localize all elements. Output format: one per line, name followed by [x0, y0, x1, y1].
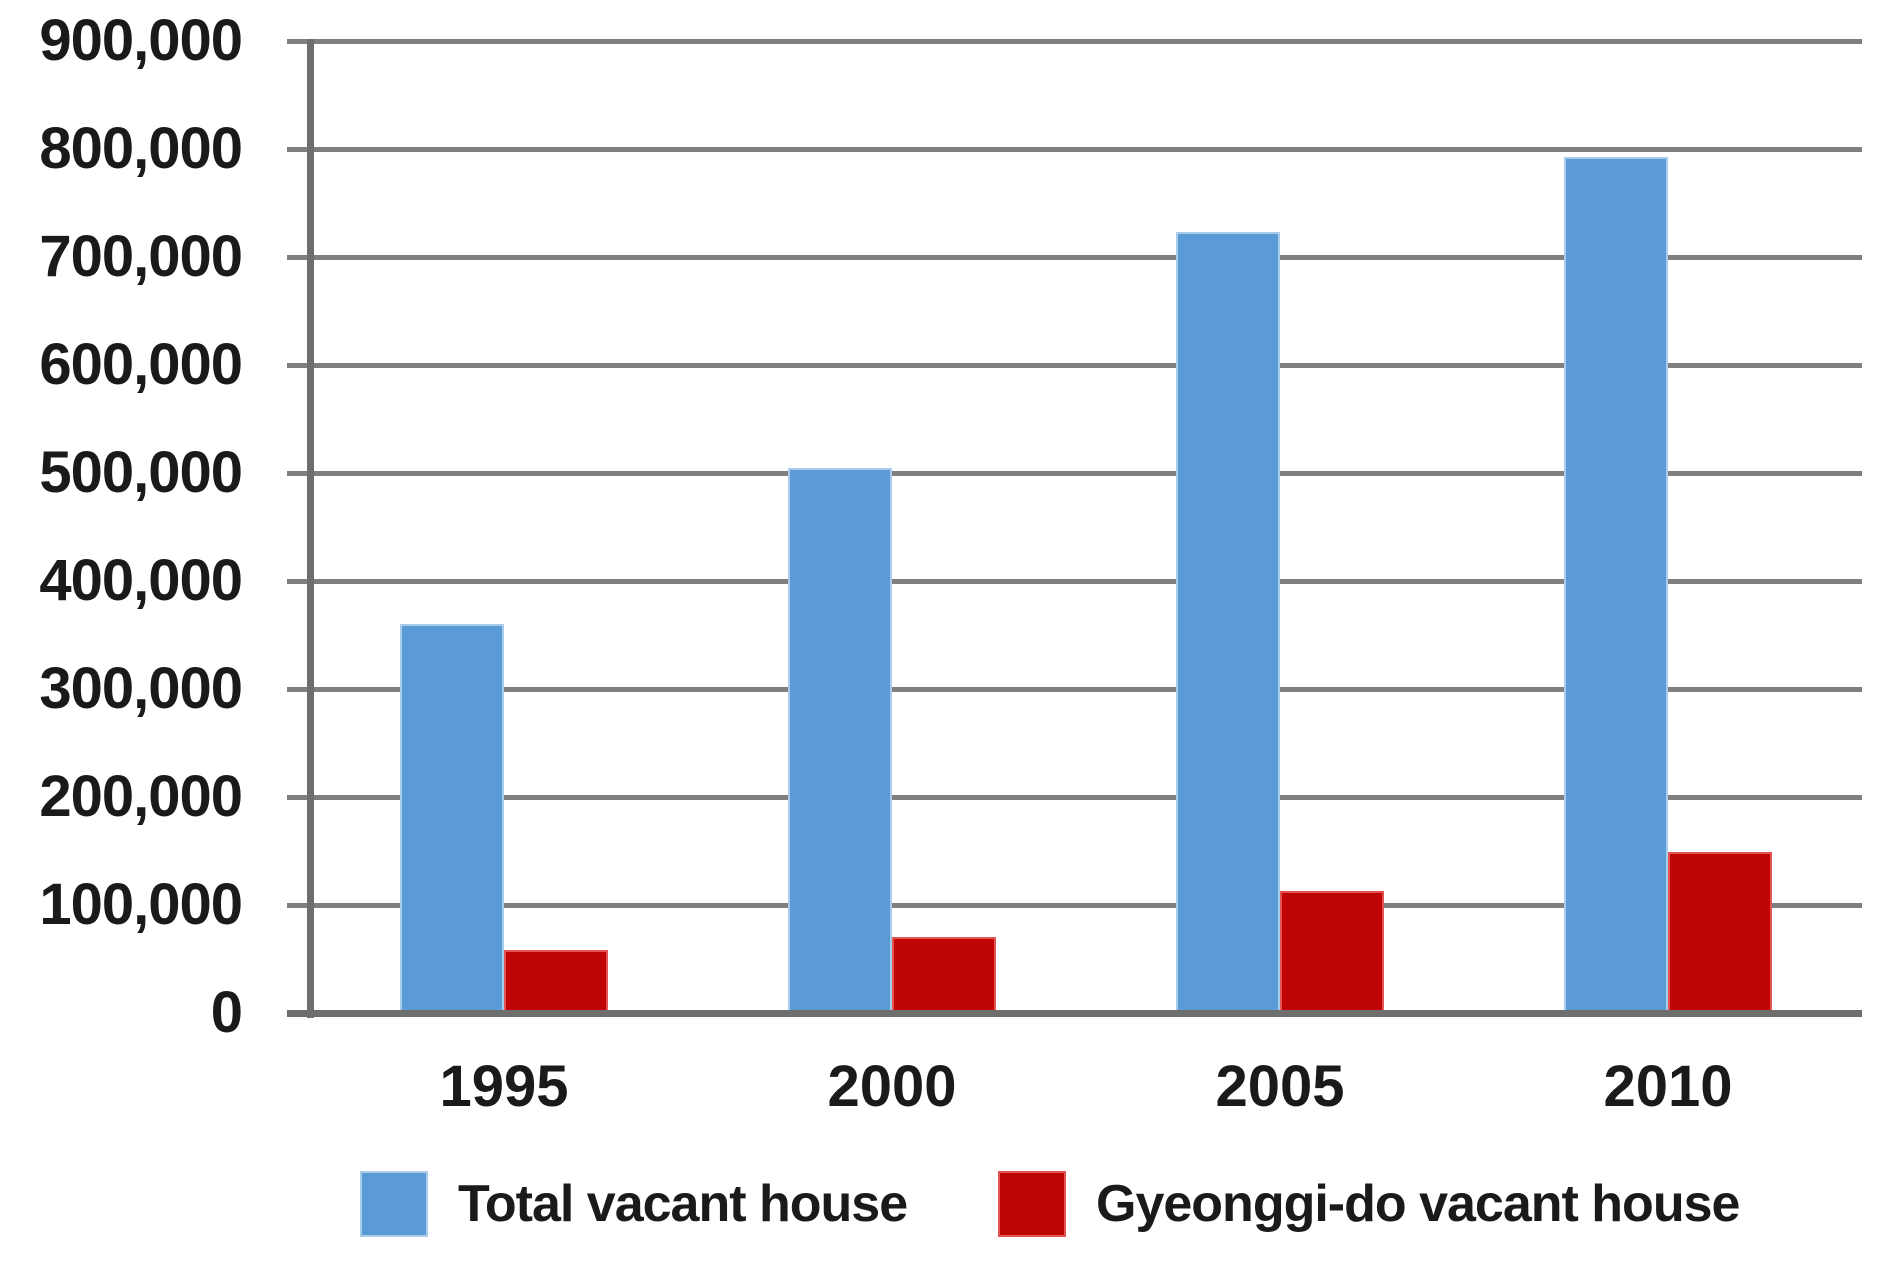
y-tick-label-300000: 300,000	[39, 656, 243, 721]
y-axis-line	[307, 39, 314, 1018]
y-tick-label-900000: 900,000	[39, 8, 243, 73]
gridline-100000	[287, 903, 1862, 908]
bar-2000-total-vacant-house	[788, 468, 892, 1017]
legend-item-gyeonggi-do-vacant-house: Gyeonggi-do vacant house	[998, 1170, 1740, 1238]
gridline-300000	[287, 687, 1862, 692]
x-tick-label-1995: 1995	[439, 1054, 569, 1119]
gridline-700000	[287, 255, 1862, 260]
y-tick-label-500000: 500,000	[39, 440, 243, 505]
y-tick-label-600000: 600,000	[39, 332, 243, 397]
gridline-500000	[287, 471, 1862, 476]
legend-item-total-vacant-house: Total vacant house	[360, 1170, 908, 1238]
x-axis-line	[287, 1010, 1862, 1017]
gridline-600000	[287, 363, 1862, 368]
bar-2010-gyeonggi-do-vacant-house	[1668, 852, 1772, 1017]
legend-label-total-vacant-house: Total vacant house	[458, 1175, 908, 1233]
legend-label-gyeonggi-do-vacant-house: Gyeonggi-do vacant house	[1096, 1175, 1740, 1233]
x-tick-label-2010: 2010	[1603, 1054, 1733, 1119]
y-tick-label-0: 0	[210, 980, 243, 1045]
gridline-900000	[287, 39, 1862, 44]
y-tick-label-100000: 100,000	[39, 872, 243, 937]
y-tick-label-800000: 800,000	[39, 116, 243, 181]
bar-2000-gyeonggi-do-vacant-house	[892, 937, 996, 1017]
x-tick-label-2005: 2005	[1215, 1054, 1345, 1119]
x-tick-label-2000: 2000	[827, 1054, 957, 1119]
gridline-200000	[287, 795, 1862, 800]
bar-2005-gyeonggi-do-vacant-house	[1280, 891, 1384, 1017]
bar-2010-total-vacant-house	[1564, 157, 1668, 1017]
gridline-800000	[287, 147, 1862, 152]
y-tick-label-400000: 400,000	[39, 548, 243, 613]
legend-swatch-gyeonggi-do-vacant-house	[998, 1171, 1066, 1237]
legend-swatch-total-vacant-house	[360, 1171, 428, 1237]
gridline-400000	[287, 579, 1862, 584]
bar-1995-gyeonggi-do-vacant-house	[504, 950, 608, 1017]
bar-2005-total-vacant-house	[1176, 232, 1280, 1017]
y-tick-label-200000: 200,000	[39, 764, 243, 829]
bar-1995-total-vacant-house	[400, 624, 504, 1017]
y-tick-label-700000: 700,000	[39, 224, 243, 289]
